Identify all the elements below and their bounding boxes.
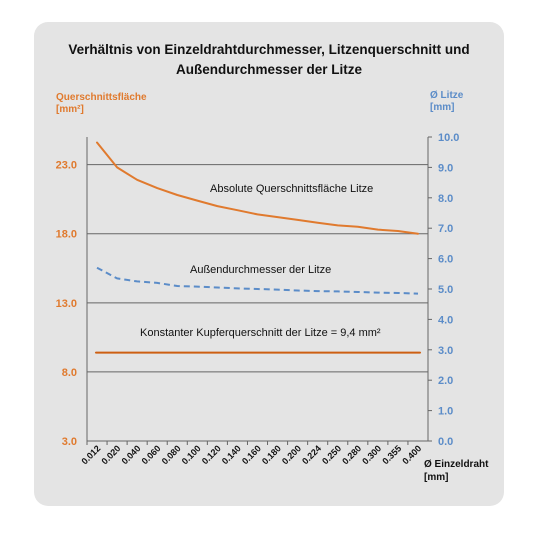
chart-title-line-1: Verhältnis von Einzeldrahtdurchmesser, L…	[68, 42, 470, 57]
y-right-tick-label: 3.0	[438, 345, 453, 357]
x-axis-label-line-2: [mm]	[424, 472, 449, 483]
y-axis-left-label: Querschnittsfläche [mm²]	[56, 92, 147, 116]
y-left-tick-label: 18.0	[56, 229, 77, 241]
y-right-tick-label: 1.0	[438, 406, 453, 418]
x-tick-label: 0.100	[180, 443, 203, 466]
y-axis-left-label-line-2: [mm²]	[56, 104, 84, 115]
x-tick-label: 0.060	[140, 443, 163, 466]
x-tick-label: 0.280	[340, 443, 363, 466]
y-right-tick-label: 5.0	[438, 284, 453, 296]
chart-card	[34, 22, 504, 506]
chart-title-line-2: Außendurchmesser der Litze	[175, 62, 363, 77]
y-left-tick-label: 3.0	[62, 436, 77, 448]
x-tick-label: 0.040	[120, 443, 143, 466]
series-lines	[95, 141, 421, 354]
y-axis-right-label-line-1: Ø Litze	[430, 90, 464, 101]
y-axis-right-label-line-2: [mm]	[430, 102, 455, 113]
x-axis-label: Ø Einzeldraht [mm]	[424, 458, 488, 484]
x-axis-label-line-1: Ø Einzeldraht	[424, 459, 489, 470]
series-annotation-2: Konstanter Kupferquerschnitt der Litze =…	[140, 327, 381, 339]
x-tick-label: 0.250	[320, 443, 343, 466]
x-tick-label: 0.200	[280, 443, 303, 466]
x-tick-label: 0.180	[260, 443, 283, 466]
y-right-tick-label: 4.0	[438, 314, 453, 326]
y-right-tick-label: 8.0	[438, 193, 453, 205]
x-tick-label: 0.080	[160, 443, 183, 466]
series-annotation-1: Außendurchmesser der Litze	[190, 264, 331, 276]
grid-lines	[87, 164, 428, 442]
y-right-tick-label: 10.0	[438, 132, 459, 144]
y-left-tick-label: 8.0	[62, 367, 77, 379]
x-tick-label: 0.140	[220, 443, 243, 466]
y-axis-left-ticks: 23.0 18.0 13.0 8.0 3.0	[56, 160, 77, 448]
x-tick-label: 0.120	[200, 443, 223, 466]
series-annotation-0: Absolute Querschnittsfläche Litze	[210, 183, 373, 195]
x-tick-label: 0.400	[400, 443, 423, 466]
x-tick-label: 0.160	[240, 443, 263, 466]
y-right-tick-label: 0.0	[438, 436, 453, 448]
y-right-tick-label: 2.0	[438, 375, 453, 387]
y-axis-right-label: Ø Litze [mm]	[430, 90, 463, 114]
y-axis-right-ticks: 10.0 9.0 8.0 7.0 6.0 5.0 4.0 3.0 2.0 1.0 0.0	[428, 132, 459, 448]
series-annotations: Absolute Querschnittsfläche Litze Außendu…	[140, 183, 381, 339]
y-left-tick-label: 23.0	[56, 160, 77, 172]
x-tick-label: 0.020	[99, 443, 122, 466]
y-left-tick-label: 13.0	[56, 298, 77, 310]
x-tick-label: 0.224	[300, 443, 323, 466]
y-right-tick-label: 7.0	[438, 223, 453, 235]
y-right-tick-label: 6.0	[438, 254, 453, 266]
y-axis-left-label-line-1: Querschnittsfläche	[56, 92, 147, 103]
x-tick-label: 0.355	[380, 443, 403, 466]
series-line-0	[96, 141, 419, 235]
x-tick-label: 0.012	[79, 443, 102, 466]
chart-title: Verhältnis von Einzeldrahtdurchmesser, L…	[34, 40, 504, 80]
y-right-tick-label: 9.0	[438, 162, 453, 174]
x-tick-label: 0.300	[360, 443, 383, 466]
series-line-1	[96, 266, 419, 295]
x-axis-ticks: 0.0120.0200.0400.0600.0800.1000.1200.140…	[79, 441, 423, 466]
